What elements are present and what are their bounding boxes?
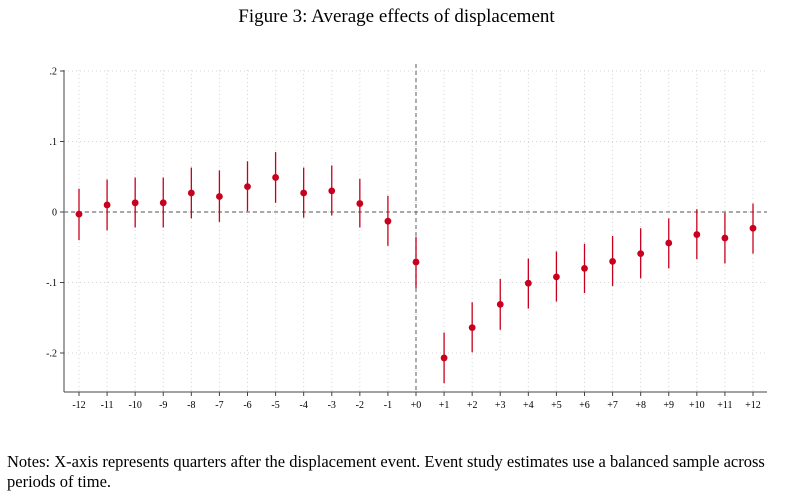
- point-estimate: [637, 250, 645, 257]
- point-estimate: [187, 189, 195, 197]
- x-tick-label: +4: [523, 400, 534, 411]
- x-tick-label: +9: [663, 400, 674, 411]
- y-tick-label: -.2: [46, 349, 57, 360]
- point-estimate: [384, 217, 392, 225]
- point-estimate: [665, 239, 673, 247]
- point-estimate: [159, 199, 167, 207]
- point-estimate: [412, 258, 420, 266]
- x-tick-label: -6: [243, 400, 251, 411]
- x-tick-label: +7: [607, 400, 618, 411]
- x-tick-label: -3: [328, 400, 336, 411]
- point-estimate: [356, 200, 364, 207]
- x-tick-label: +2: [467, 400, 478, 411]
- y-tick-label: 0: [52, 208, 57, 219]
- x-tick-label: +1: [439, 400, 450, 411]
- point-estimate: [75, 210, 83, 218]
- point-estimate: [749, 224, 757, 232]
- point-estimate: [328, 187, 336, 195]
- point-estimate: [693, 231, 701, 238]
- point-estimate: [440, 354, 448, 362]
- x-tick-label: +6: [579, 400, 590, 411]
- x-tick-label: +8: [635, 400, 646, 411]
- x-tick-label: -10: [128, 400, 141, 411]
- x-tick-label: +11: [717, 400, 732, 411]
- x-tick-label: +5: [551, 400, 562, 411]
- x-tick-label: -11: [101, 400, 114, 411]
- point-estimate: [609, 257, 616, 265]
- point-estimate: [103, 201, 111, 209]
- x-tick-label: -4: [299, 400, 307, 411]
- point-estimate: [216, 193, 223, 200]
- x-tick-label: -8: [187, 400, 195, 411]
- x-tick-label: +0: [411, 400, 422, 411]
- y-tick-label: .2: [50, 67, 58, 78]
- point-estimate: [581, 265, 588, 272]
- point-estimate: [721, 234, 729, 242]
- x-tick-label: -7: [215, 400, 223, 411]
- x-tick-label: -12: [72, 400, 85, 411]
- x-tick-label: +3: [495, 400, 506, 411]
- point-estimate: [244, 183, 251, 191]
- point-estimate: [300, 189, 308, 197]
- point-estimate: [496, 300, 504, 308]
- x-tick-label: +12: [745, 400, 761, 411]
- x-tick-label: -9: [159, 400, 167, 411]
- point-estimate: [131, 199, 139, 207]
- x-tick-label: -1: [384, 400, 392, 411]
- point-estimate: [272, 174, 279, 181]
- point-estimate: [468, 324, 476, 332]
- point-estimate: [524, 279, 532, 287]
- event-study-chart: .2 .1 0 -.1 -.2 -12 -11 -10 -9 -8 -7 -6 -5 -4 -3 -2 -1 +0…: [46, 64, 767, 411]
- x-tick-label: -2: [356, 400, 364, 411]
- y-tick-label: .1: [50, 137, 58, 148]
- y-tick-label: -.1: [46, 278, 57, 289]
- figure-title: Figure 3: Average effects of displacemen…: [238, 6, 555, 27]
- x-tick-label: +10: [689, 400, 705, 411]
- x-tick-label: -5: [271, 400, 279, 411]
- figure-notes: Notes: X-axis represents quarters after …: [7, 452, 765, 491]
- point-estimate: [553, 273, 560, 281]
